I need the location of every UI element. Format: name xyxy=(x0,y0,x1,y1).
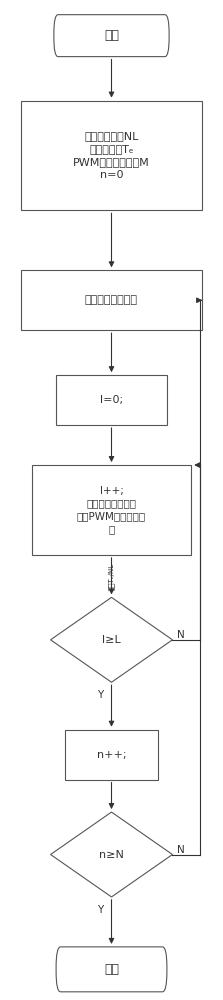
Text: Y: Y xyxy=(97,690,103,700)
Text: 开始: 开始 xyxy=(104,29,119,42)
Text: l++;
计算比较寄存器値
设置PWM波实际占空
比: l++; 计算比较寄存器値 设置PWM波实际占空 比 xyxy=(77,486,146,534)
Text: 结束: 结束 xyxy=(104,963,119,976)
Bar xyxy=(65,730,158,780)
Text: n≥N: n≥N xyxy=(99,850,124,860)
Text: 计算调光等级时间: 计算调光等级时间 xyxy=(85,295,138,305)
Text: l≥L: l≥L xyxy=(102,635,121,645)
Text: N: N xyxy=(178,845,185,855)
Text: 调光总等级数NL
调光总时间Tₑ
PWM波产生寄存器M
n=0: 调光总等级数NL 调光总时间Tₑ PWM波产生寄存器M n=0 xyxy=(73,131,150,180)
Text: l=0;: l=0; xyxy=(100,395,123,405)
Bar xyxy=(21,270,202,330)
Bar xyxy=(32,465,191,555)
Bar xyxy=(56,375,167,425)
FancyBboxPatch shape xyxy=(54,15,169,57)
Text: Y: Y xyxy=(97,905,103,915)
Polygon shape xyxy=(51,597,172,682)
Polygon shape xyxy=(51,812,172,897)
Text: N: N xyxy=(178,630,185,640)
Text: 持续Tₑ/NL: 持续Tₑ/NL xyxy=(108,563,115,590)
FancyBboxPatch shape xyxy=(56,947,167,992)
Bar xyxy=(21,101,202,210)
Text: n++;: n++; xyxy=(97,750,126,760)
